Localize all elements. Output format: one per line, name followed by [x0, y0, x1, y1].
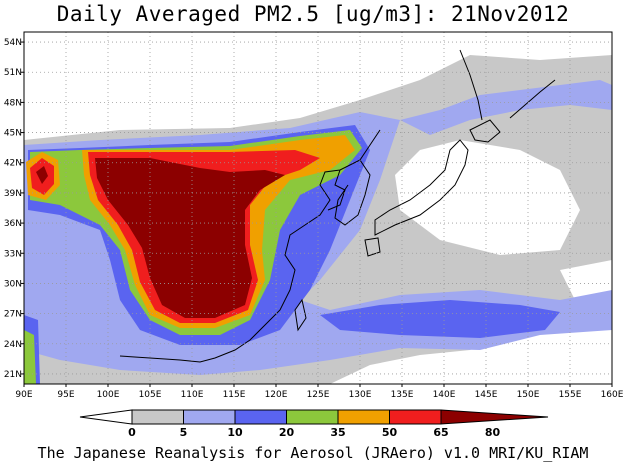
coastline-taiwan	[294, 298, 307, 332]
lon-tick-label: 90E	[15, 390, 32, 400]
lon-tick-label: 115E	[223, 390, 246, 400]
level-80-west	[36, 166, 48, 184]
colorbar-label: 10	[227, 426, 243, 439]
colorbar-label: 5	[180, 426, 188, 439]
lon-tick-label: 100E	[97, 390, 120, 400]
coastline-japan	[374, 139, 469, 236]
colorbar-arrow-left	[79, 409, 133, 425]
credit-line: The Japanese Reanalysis for Aerosol (JRA…	[37, 444, 589, 462]
lat-tick-label: 39N	[4, 189, 22, 199]
lat-tick-label: 27N	[4, 310, 22, 320]
coastlines	[119, 49, 556, 363]
lon-tick-label: 125E	[307, 390, 330, 400]
map-title: Daily Averaged PM2.5 [ug/m3]: 21Nov2012	[56, 2, 570, 26]
lat-tick-label: 24N	[4, 340, 22, 350]
lon-tick-label: 135E	[391, 390, 414, 400]
level-80-region	[95, 158, 285, 318]
gridlines	[24, 32, 612, 384]
lon-tick-label: 140E	[433, 390, 456, 400]
colorbar-label: 20	[279, 426, 295, 439]
colorbar-label: 80	[485, 426, 501, 439]
lat-tick-label: 48N	[4, 98, 22, 108]
lat-tick-label: 33N	[4, 249, 22, 259]
latitude-axis: 21N 24N 27N 30N 33N 36N 39N 42N 45N 48N 51N 54N	[4, 38, 24, 380]
colorbar-segment	[234, 409, 287, 425]
longitude-axis: 90E 95E 100E 105E 110E 115E 120E 125E 130E 135E 14…	[15, 384, 624, 400]
colorbar-segment	[183, 409, 236, 425]
lon-tick-label: 105E	[139, 390, 162, 400]
coastline-mainland	[119, 129, 381, 363]
colorbar-label: 65	[433, 426, 448, 439]
colorbar-label: 0	[128, 426, 136, 439]
lat-tick-label: 21N	[4, 370, 22, 380]
colorbar-segment	[286, 409, 339, 425]
lon-tick-label: 130E	[349, 390, 372, 400]
lat-tick-label: 54N	[4, 38, 22, 48]
coastline-kuril	[509, 79, 556, 119]
coastline-hokkaido	[469, 119, 501, 143]
lon-tick-label: 145E	[475, 390, 498, 400]
colorbar-arrow-right	[440, 409, 549, 425]
lat-tick-label: 45N	[4, 129, 22, 139]
lon-tick-label: 150E	[517, 390, 540, 400]
level-5-island	[395, 140, 580, 255]
lon-tick-label: 155E	[559, 390, 582, 400]
level-10-north	[400, 80, 612, 135]
colorbar-segment	[131, 409, 184, 425]
colorbar-segment	[389, 409, 442, 425]
coastline-sakhalin	[459, 49, 483, 121]
lon-tick-label: 110E	[181, 390, 204, 400]
coastline-korea	[334, 159, 371, 226]
lon-tick-label: 160E	[601, 390, 624, 400]
colorbar-label: 35	[330, 426, 345, 439]
lon-tick-label: 120E	[265, 390, 288, 400]
lat-tick-label: 51N	[4, 68, 22, 78]
lon-tick-label: 95E	[57, 390, 74, 400]
lat-tick-label: 30N	[4, 279, 22, 289]
colorbar: 0 5 10 20 35 50 65 80	[79, 409, 549, 439]
level-20-sea-band	[320, 300, 560, 338]
colorbar-segment	[337, 409, 390, 425]
lat-tick-label: 36N	[4, 219, 22, 229]
lat-tick-label: 42N	[4, 159, 22, 169]
pm25-field	[24, 49, 612, 384]
coastline-kyushu	[364, 237, 381, 257]
colorbar-label: 50	[382, 426, 398, 439]
